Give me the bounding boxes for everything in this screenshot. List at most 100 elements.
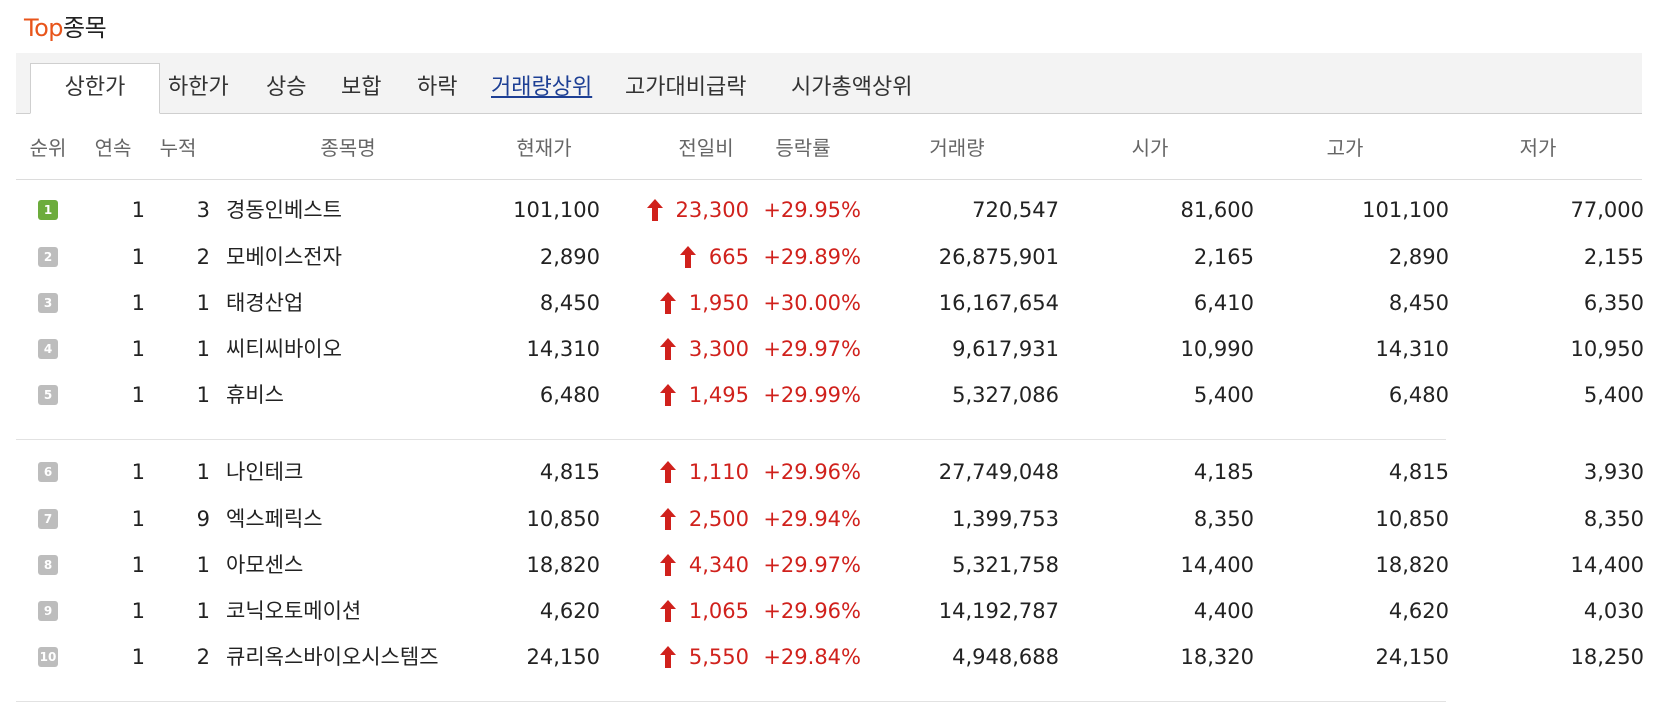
rate-cell: +30.00% xyxy=(763,291,861,315)
title-text: 종목 xyxy=(63,14,107,42)
stock-name-link[interactable]: 나인테크 xyxy=(226,460,304,484)
table-row[interactable]: 7 1 9 엑스페릭스 10,850 2,500 +29.94% 1,399,753 8,350… xyxy=(0,496,1666,542)
open-cell: 14,400 xyxy=(1180,553,1254,577)
low-cell: 4,030 xyxy=(1583,599,1644,623)
high-cell: 14,310 xyxy=(1375,337,1449,361)
up-arrow-icon xyxy=(659,554,677,576)
high-cell: 4,620 xyxy=(1388,599,1449,623)
rate-cell: +29.96% xyxy=(763,460,861,484)
cumulative-cell: 1 xyxy=(196,383,210,407)
rate-cell: +29.99% xyxy=(763,383,861,407)
rank-badge-icon: 4 xyxy=(38,339,58,359)
up-arrow-icon xyxy=(659,461,677,483)
cumulative-cell: 3 xyxy=(196,198,210,222)
header-divider xyxy=(16,179,1642,180)
open-cell: 5,400 xyxy=(1193,383,1254,407)
stock-name-link[interactable]: 엑스페릭스 xyxy=(226,507,323,531)
table-row[interactable]: 2 1 2 모베이스전자 2,890 665 +29.89% 26,875,901 2,165 2… xyxy=(0,234,1666,280)
price-cell: 18,820 xyxy=(526,553,600,577)
table-row[interactable]: 10 1 2 큐리옥스바이오시스템즈 24,150 5,550 +29.84% 4,948,6… xyxy=(0,634,1666,680)
cumulative-cell: 9 xyxy=(196,507,210,531)
high-cell: 2,890 xyxy=(1388,245,1449,269)
volume-cell: 5,327,086 xyxy=(952,383,1059,407)
stock-name-link[interactable]: 휴비스 xyxy=(226,383,284,407)
streak-cell: 1 xyxy=(131,553,145,577)
tab-flat[interactable]: 보합 xyxy=(341,75,382,100)
stock-name-link[interactable]: 씨티씨바이오 xyxy=(226,337,342,361)
stock-name-link[interactable]: 코닉오토메이션 xyxy=(226,599,362,623)
open-cell: 81,600 xyxy=(1180,198,1254,222)
change-cell: 2,500 xyxy=(688,507,749,531)
volume-cell: 1,399,753 xyxy=(952,507,1059,531)
up-arrow-icon xyxy=(659,384,677,406)
table-row[interactable]: 8 1 1 아모센스 18,820 4,340 +29.97% 5,321,758 14,400… xyxy=(0,542,1666,588)
up-arrow-icon xyxy=(659,508,677,530)
up-arrow-icon xyxy=(659,646,677,668)
high-cell: 18,820 xyxy=(1375,553,1449,577)
header-price: 현재가 xyxy=(516,136,572,160)
header-high: 고가 xyxy=(1326,136,1364,160)
stock-name-link[interactable]: 모베이스전자 xyxy=(226,245,342,269)
table-row[interactable]: 1 1 3 경동인베스트 101,100 23,300 +29.95% 720,547 81,6… xyxy=(0,187,1666,233)
stock-name-link[interactable]: 아모센스 xyxy=(226,553,304,577)
streak-cell: 1 xyxy=(131,383,145,407)
streak-cell: 1 xyxy=(131,460,145,484)
price-cell: 101,100 xyxy=(513,198,600,222)
header-low: 저가 xyxy=(1519,136,1557,160)
low-cell: 77,000 xyxy=(1570,198,1644,222)
table-row[interactable]: 6 1 1 나인테크 4,815 1,110 +29.96% 27,749,048 4,185 4… xyxy=(0,449,1666,495)
tab-upper-limit[interactable]: 상한가 xyxy=(30,63,160,114)
tab-drop-from-high[interactable]: 고가대비급락 xyxy=(625,75,747,100)
header-cumulative: 누적 xyxy=(159,136,197,160)
change-cell: 23,300 xyxy=(675,198,749,222)
open-cell: 8,350 xyxy=(1193,507,1254,531)
cumulative-cell: 2 xyxy=(196,645,210,669)
rank-badge-icon: 6 xyxy=(38,462,58,482)
volume-cell: 26,875,901 xyxy=(938,245,1059,269)
streak-cell: 1 xyxy=(131,291,145,315)
streak-cell: 1 xyxy=(131,198,145,222)
tab-fall[interactable]: 하락 xyxy=(417,75,458,100)
table-row[interactable]: 9 1 1 코닉오토메이션 4,620 1,065 +29.96% 14,192,787 4,4… xyxy=(0,588,1666,634)
cumulative-cell: 1 xyxy=(196,553,210,577)
streak-cell: 1 xyxy=(131,245,145,269)
stock-name-link[interactable]: 큐리옥스바이오시스템즈 xyxy=(226,645,439,669)
up-arrow-icon xyxy=(659,600,677,622)
table-row[interactable]: 3 1 1 태경산업 8,450 1,950 +30.00% 16,167,654 6,410 8… xyxy=(0,280,1666,326)
change-cell: 1,110 xyxy=(688,460,749,484)
high-cell: 10,850 xyxy=(1375,507,1449,531)
open-cell: 6,410 xyxy=(1193,291,1254,315)
change-cell: 665 xyxy=(708,245,749,269)
high-cell: 6,480 xyxy=(1388,383,1449,407)
change-cell: 1,495 xyxy=(688,383,749,407)
change-cell: 4,340 xyxy=(688,553,749,577)
price-cell: 6,480 xyxy=(539,383,600,407)
price-cell: 10,850 xyxy=(526,507,600,531)
volume-cell: 27,749,048 xyxy=(938,460,1059,484)
high-cell: 24,150 xyxy=(1375,645,1449,669)
up-arrow-icon xyxy=(679,246,697,268)
tab-lower-limit[interactable]: 하한가 xyxy=(168,75,229,100)
low-cell: 3,930 xyxy=(1583,460,1644,484)
tab-volume-top[interactable]: 거래량상위 xyxy=(491,75,593,100)
tab-market-cap-top[interactable]: 시가총액상위 xyxy=(791,75,913,100)
table-row[interactable]: 4 1 1 씨티씨바이오 14,310 3,300 +29.97% 9,617,931 10,9… xyxy=(0,326,1666,372)
volume-cell: 4,948,688 xyxy=(952,645,1059,669)
low-cell: 5,400 xyxy=(1583,383,1644,407)
volume-cell: 14,192,787 xyxy=(938,599,1059,623)
high-cell: 8,450 xyxy=(1388,291,1449,315)
header-volume: 거래량 xyxy=(929,136,985,160)
volume-cell: 5,321,758 xyxy=(952,553,1059,577)
up-arrow-icon xyxy=(659,338,677,360)
tab-rise[interactable]: 상승 xyxy=(266,75,307,100)
price-cell: 8,450 xyxy=(539,291,600,315)
open-cell: 2,165 xyxy=(1193,245,1254,269)
stock-name-link[interactable]: 태경산업 xyxy=(226,291,304,315)
change-cell: 1,950 xyxy=(688,291,749,315)
table-row[interactable]: 5 1 1 휴비스 6,480 1,495 +29.99% 5,327,086 5,400 6,4… xyxy=(0,372,1666,418)
volume-cell: 720,547 xyxy=(972,198,1059,222)
stock-name-link[interactable]: 경동인베스트 xyxy=(226,198,342,222)
rate-cell: +29.97% xyxy=(763,337,861,361)
header-name: 종목명 xyxy=(320,136,376,160)
rank-badge-icon: 9 xyxy=(38,601,58,621)
